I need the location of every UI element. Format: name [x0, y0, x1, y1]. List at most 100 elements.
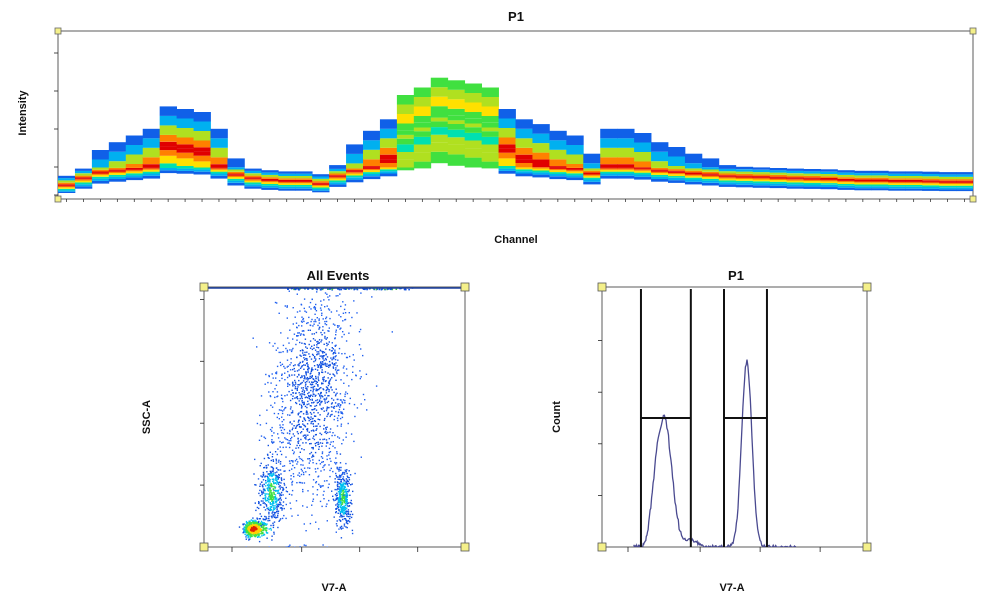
heatmap-cell: [701, 180, 720, 183]
scatter-point: [292, 338, 294, 340]
scatter-point: [362, 354, 364, 357]
resize-handle-top-right[interactable]: [969, 27, 977, 35]
scatter-point: [262, 532, 264, 535]
scatter-point: [267, 456, 269, 459]
scatter-point: [292, 433, 294, 435]
heatmap-cell: [329, 182, 347, 185]
scatter-point: [297, 442, 300, 444]
heatmap-cell: [905, 185, 923, 187]
scatter-point: [339, 526, 342, 528]
heatmap-cell: [634, 168, 652, 170]
heatmap-cell: [803, 177, 821, 179]
scatter-point: [339, 483, 342, 485]
scatter-point: [262, 500, 264, 502]
scatter-point: [314, 356, 316, 358]
scatter-point: [275, 477, 277, 479]
scatter-point: [339, 476, 341, 478]
scatter-point: [338, 474, 341, 477]
scatter-point: [307, 400, 309, 403]
scatter-point: [278, 469, 280, 471]
scatter-point: [261, 491, 263, 493]
scatter-point: [257, 529, 259, 531]
resize-handle-top-left[interactable]: [199, 282, 209, 292]
scatter-point: [343, 491, 345, 494]
scatter-point: [339, 511, 342, 513]
resize-handle-top-right[interactable]: [862, 282, 872, 292]
resize-handle-top-right[interactable]: [460, 282, 470, 292]
scatter-point: [298, 324, 300, 327]
heatmap-cell: [244, 179, 262, 181]
scatter-point: [340, 488, 342, 491]
heatmap-cell: [701, 175, 720, 177]
scatter-point: [277, 478, 279, 480]
scatter-point: [356, 288, 359, 291]
scatter-point: [291, 468, 293, 470]
scatter-point: [297, 263, 298, 264]
scatter-point: [338, 325, 340, 327]
scatter-point: [286, 491, 289, 493]
heatmap-cell: [244, 180, 262, 183]
scatter-point: [334, 356, 336, 358]
scatter-point: [326, 389, 328, 391]
heatmap-cell: [447, 115, 466, 121]
scatter-point: [336, 497, 339, 499]
scatter-point: [318, 379, 320, 382]
scatter-point: [301, 342, 303, 344]
scatter-point: [261, 493, 263, 496]
heatmap-cell: [820, 180, 838, 182]
heatmap-cell: [803, 175, 821, 178]
scatter-point: [345, 501, 348, 503]
scatter-point: [265, 527, 267, 529]
scatter-point: [323, 299, 325, 301]
scatter-point: [269, 481, 271, 483]
heatmap-cell: [295, 186, 313, 189]
resize-handle-bottom-right[interactable]: [862, 542, 872, 552]
scatter-point: [318, 374, 320, 376]
scatter-point: [343, 333, 345, 336]
resize-handle-top-left[interactable]: [54, 27, 62, 35]
resize-handle-bottom-left[interactable]: [597, 542, 607, 552]
scatter-point: [270, 508, 272, 511]
heatmap-cell: [430, 87, 449, 97]
scatter-point: [348, 402, 351, 405]
scatter-point: [317, 476, 319, 478]
resize-handle-bottom-left[interactable]: [199, 542, 209, 552]
heatmap-cell: [210, 157, 228, 165]
scatter-point: [338, 369, 340, 371]
resize-handle-bottom-right[interactable]: [460, 542, 470, 552]
scatter-point: [322, 461, 324, 463]
scatter-point: [270, 382, 272, 384]
scatter-point: [271, 498, 274, 501]
scatter-point: [271, 453, 274, 455]
scatter-point: [326, 363, 328, 365]
heatmap-cell: [905, 188, 923, 191]
resize-handle-top-left[interactable]: [597, 282, 607, 292]
scatter-point: [259, 524, 261, 526]
scatter-point: [311, 348, 314, 351]
scatter-point: [313, 411, 315, 414]
scatter-point: [260, 395, 263, 397]
scatter-point: [335, 474, 337, 477]
resize-handle-bottom-left[interactable]: [54, 195, 62, 203]
heatmap-cell: [871, 184, 889, 187]
heatmap-cell: [871, 180, 889, 182]
scatter-point: [301, 390, 303, 393]
heatmap-cell: [498, 118, 516, 128]
scatter-point: [341, 402, 344, 404]
scatter-point: [334, 461, 336, 464]
scatter-point: [335, 472, 337, 475]
scatter-point: [340, 412, 342, 414]
scatter-point: [283, 409, 285, 411]
scatter-point: [349, 244, 350, 245]
scatter-point: [315, 521, 317, 523]
resize-handle-bottom-right[interactable]: [969, 195, 977, 203]
scatter-point: [278, 476, 280, 479]
scatter-point: [296, 339, 298, 341]
heatmap-cell: [888, 181, 906, 183]
scatter-point: [356, 407, 359, 409]
heatmap-cell: [227, 158, 245, 168]
scatter-point: [272, 473, 275, 475]
scatter-point: [268, 496, 270, 498]
scatter-point: [309, 453, 311, 455]
scatter-point: [256, 528, 258, 530]
